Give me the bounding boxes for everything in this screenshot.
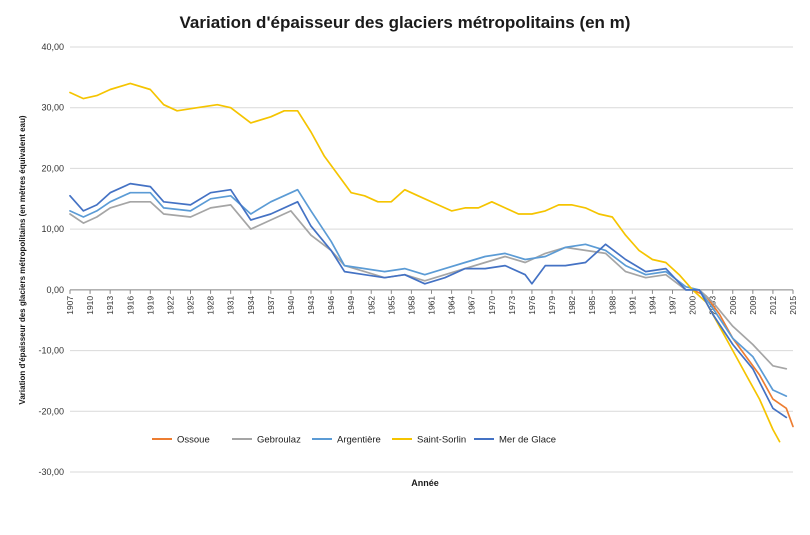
x-tick-label: 2015: [788, 296, 798, 315]
x-axis-label: Année: [411, 478, 439, 488]
legend-label: Saint-Sorlin: [417, 435, 466, 446]
series-line-argenti-re: [69, 188, 788, 397]
x-tick-label: 2009: [748, 296, 758, 315]
x-tick-label: 1928: [206, 296, 216, 315]
y-axis-ticks: 40,00 30,00 20,00 10,00 0,00 -10,00 -20,00 -30,…: [38, 42, 64, 477]
x-tick-label: 1907: [65, 296, 75, 315]
y-axis-label: Variation d'épaisseur des glaciers métro…: [18, 115, 27, 404]
x-tick-label: 1955: [386, 296, 396, 315]
y-tick-label: 20,00: [41, 163, 64, 173]
y-tick-label: 40,00: [41, 42, 64, 52]
x-tick-label: 1973: [507, 296, 517, 315]
x-tick-label: 1994: [647, 296, 657, 315]
x-tick-label: 1982: [567, 296, 577, 315]
x-tick-label: 1979: [547, 296, 557, 315]
x-tick-label: 1997: [668, 296, 678, 315]
y-tick-label: -20,00: [38, 406, 64, 416]
x-tick-label: 1949: [346, 296, 356, 315]
x-axis-ticks: 1907 1910 1913 1916 1919 1922 1925 1928 1931 1934…: [65, 289, 798, 315]
x-tick-label: 2012: [768, 296, 778, 315]
legend-label: Gebroulaz: [257, 435, 301, 446]
series-line-saint-sorlin: [69, 82, 781, 443]
x-tick-label: 1970: [487, 296, 497, 315]
x-tick-label: 1988: [607, 296, 617, 315]
x-tick-label: 1961: [427, 296, 437, 315]
x-tick-label: 1952: [366, 296, 376, 315]
x-tick-label: 1991: [627, 296, 637, 315]
y-tick-label: 10,00: [41, 224, 64, 234]
x-tick-label: 2000: [688, 296, 698, 315]
x-tick-label: 1946: [326, 296, 336, 315]
legend-label: Ossoue: [177, 435, 210, 446]
series-lines: [69, 82, 794, 443]
legend-label: Argentière: [337, 435, 381, 446]
series-line-ossoue: [691, 289, 794, 428]
x-tick-label: 1967: [467, 296, 477, 315]
x-tick-label: 1925: [186, 296, 196, 315]
y-tick-label: -30,00: [38, 467, 64, 477]
x-tick-label: 1931: [226, 296, 236, 315]
y-tick-label: 0,00: [46, 285, 64, 295]
x-tick-label: 1958: [406, 296, 416, 315]
chart-title: Variation d'épaisseur des glaciers métro…: [180, 13, 631, 32]
x-tick-label: 1922: [165, 296, 175, 315]
y-tick-label: -10,00: [38, 346, 64, 356]
x-tick-label: 1943: [306, 296, 316, 315]
x-tick-label: 1910: [85, 296, 95, 315]
y-tick-label: 30,00: [41, 103, 64, 113]
x-tick-label: 1937: [266, 296, 276, 315]
x-tick-label: 1919: [145, 296, 155, 315]
x-tick-label: 1985: [587, 296, 597, 315]
x-tick-label: 1940: [286, 296, 296, 315]
x-tick-label: 1976: [527, 296, 537, 315]
x-tick-label: 1916: [125, 296, 135, 315]
series-line-mer-de-glace: [69, 182, 788, 419]
x-tick-label: 1913: [105, 296, 115, 315]
legend: Ossoue Gebroulaz Argentière Saint-Sorlin Mer…: [152, 435, 556, 446]
legend-label: Mer de Glace: [499, 435, 556, 446]
x-tick-label: 2006: [728, 296, 738, 315]
x-tick-label: 1964: [447, 296, 457, 315]
series-line-gebroulaz: [69, 200, 788, 370]
x-tick-label: 1934: [246, 296, 256, 315]
